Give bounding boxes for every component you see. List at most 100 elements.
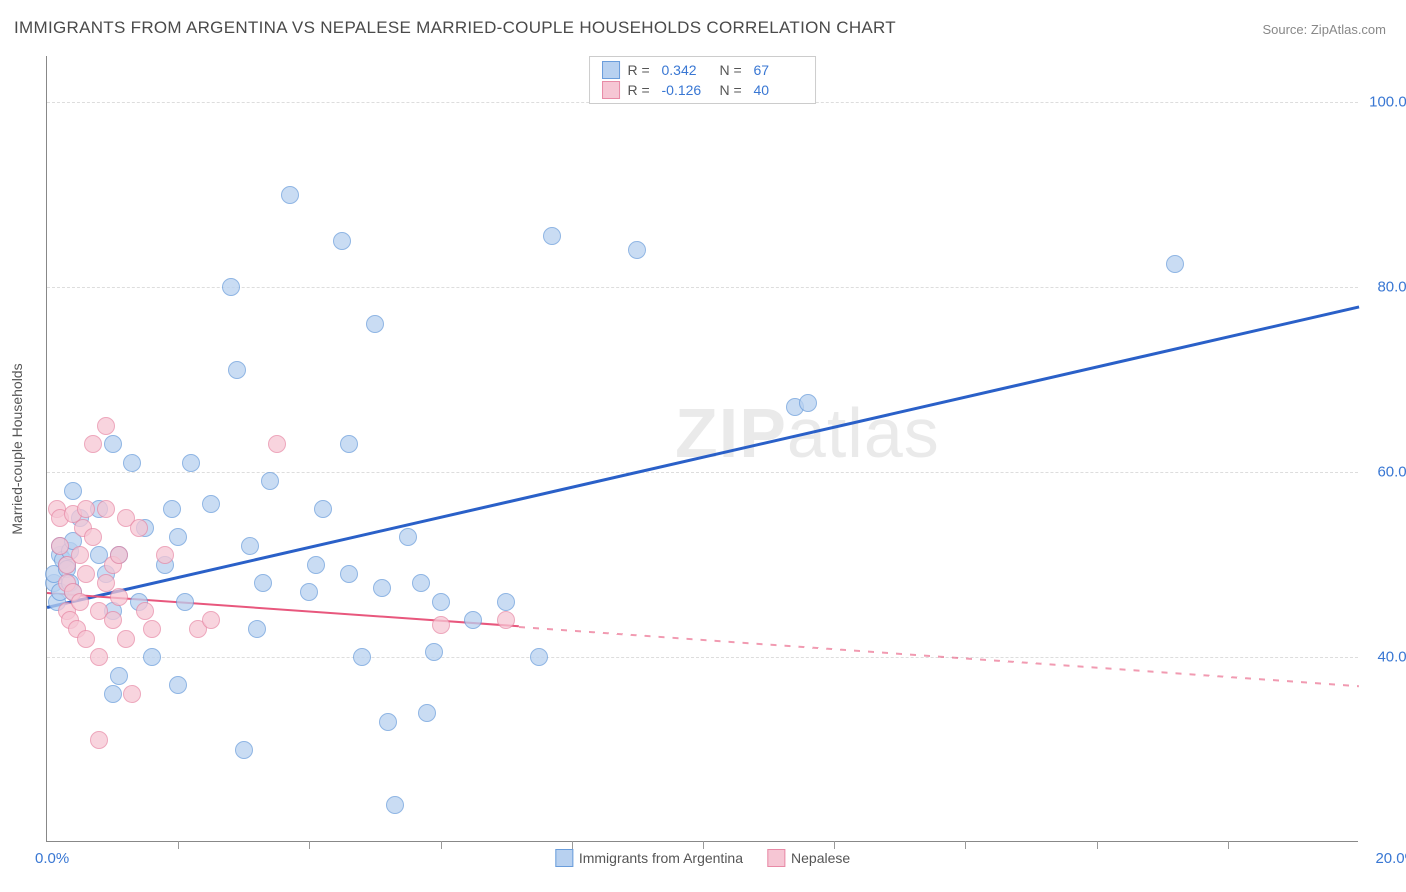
- y-tick-label: 60.0%: [1377, 464, 1406, 481]
- plot-area: ZIPatlas Married-couple Households R = 0…: [46, 56, 1358, 842]
- scatter-point: [143, 620, 161, 638]
- x-tick: [834, 841, 835, 849]
- legend-series-label-1: Nepalese: [791, 850, 850, 866]
- gridline-h: [47, 472, 1358, 473]
- legend-series: Immigrants from Argentina Nepalese: [555, 849, 850, 867]
- scatter-point: [77, 630, 95, 648]
- scatter-point: [123, 685, 141, 703]
- scatter-point: [64, 482, 82, 500]
- scatter-point: [353, 648, 371, 666]
- x-tick: [572, 841, 573, 849]
- legend-swatch-1: [602, 81, 620, 99]
- scatter-point: [90, 731, 108, 749]
- scatter-point: [130, 519, 148, 537]
- scatter-point: [71, 546, 89, 564]
- scatter-point: [104, 435, 122, 453]
- scatter-point: [235, 741, 253, 759]
- scatter-point: [543, 227, 561, 245]
- scatter-point: [117, 630, 135, 648]
- scatter-point: [77, 565, 95, 583]
- scatter-point: [71, 593, 89, 611]
- scatter-point: [110, 588, 128, 606]
- x-tick: [309, 841, 310, 849]
- y-tick-label: 40.0%: [1377, 649, 1406, 666]
- y-tick-label: 80.0%: [1377, 279, 1406, 296]
- scatter-point: [497, 593, 515, 611]
- scatter-point: [97, 417, 115, 435]
- scatter-point: [307, 556, 325, 574]
- scatter-point: [182, 454, 200, 472]
- legend-r-0: R = 0.342: [628, 62, 712, 78]
- scatter-point: [143, 648, 161, 666]
- scatter-point: [254, 574, 272, 592]
- legend-series-item-0: Immigrants from Argentina: [555, 849, 743, 867]
- scatter-point: [432, 616, 450, 634]
- scatter-point: [84, 528, 102, 546]
- scatter-point: [314, 500, 332, 518]
- scatter-point: [379, 713, 397, 731]
- scatter-point: [418, 704, 436, 722]
- scatter-point: [176, 593, 194, 611]
- scatter-point: [110, 667, 128, 685]
- scatter-point: [386, 796, 404, 814]
- scatter-point: [432, 593, 450, 611]
- gridline-h: [47, 657, 1358, 658]
- source-label: Source:: [1262, 22, 1310, 37]
- scatter-point: [248, 620, 266, 638]
- scatter-point: [412, 574, 430, 592]
- chart-container: IMMIGRANTS FROM ARGENTINA VS NEPALESE MA…: [0, 0, 1406, 892]
- scatter-point: [399, 528, 417, 546]
- y-tick-label: 100.0%: [1369, 94, 1406, 111]
- scatter-point: [90, 648, 108, 666]
- scatter-point: [628, 241, 646, 259]
- x-tick: [965, 841, 966, 849]
- scatter-point: [104, 611, 122, 629]
- legend-series-item-1: Nepalese: [767, 849, 850, 867]
- source-name: ZipAtlas.com: [1311, 22, 1386, 37]
- x-axis-min-label: 0.0%: [35, 850, 69, 867]
- legend-stats-row-0: R = 0.342 N = 67: [602, 60, 804, 80]
- legend-n-1: N = 40: [720, 82, 804, 98]
- legend-r-1: R = -0.126: [628, 82, 712, 98]
- scatter-point: [261, 472, 279, 490]
- scatter-point: [268, 435, 286, 453]
- chart-title: IMMIGRANTS FROM ARGENTINA VS NEPALESE MA…: [14, 18, 896, 38]
- scatter-point: [156, 546, 174, 564]
- scatter-point: [202, 611, 220, 629]
- scatter-point: [84, 435, 102, 453]
- legend-swatch-0: [602, 61, 620, 79]
- scatter-point: [222, 278, 240, 296]
- scatter-point: [300, 583, 318, 601]
- scatter-point: [77, 500, 95, 518]
- scatter-point: [169, 528, 187, 546]
- scatter-point: [281, 186, 299, 204]
- legend-stats: R = 0.342 N = 67 R = -0.126 N = 40: [589, 56, 817, 104]
- scatter-point: [333, 232, 351, 250]
- legend-series-label-0: Immigrants from Argentina: [579, 850, 743, 866]
- x-tick: [1097, 841, 1098, 849]
- x-tick: [178, 841, 179, 849]
- scatter-point: [202, 495, 220, 513]
- scatter-point: [1166, 255, 1184, 273]
- scatter-point: [169, 676, 187, 694]
- scatter-point: [228, 361, 246, 379]
- scatter-point: [241, 537, 259, 555]
- legend-series-swatch-0: [555, 849, 573, 867]
- scatter-point: [425, 643, 443, 661]
- x-axis-max-label: 20.0%: [1375, 850, 1406, 867]
- scatter-point: [497, 611, 515, 629]
- scatter-point: [123, 454, 141, 472]
- x-tick: [703, 841, 704, 849]
- x-tick: [441, 841, 442, 849]
- y-axis-title: Married-couple Households: [9, 363, 25, 534]
- scatter-point: [110, 546, 128, 564]
- scatter-point: [373, 579, 391, 597]
- scatter-point: [97, 500, 115, 518]
- legend-n-0: N = 67: [720, 62, 804, 78]
- scatter-point: [340, 435, 358, 453]
- regression-line: [47, 306, 1360, 609]
- legend-series-swatch-1: [767, 849, 785, 867]
- x-tick: [1228, 841, 1229, 849]
- scatter-point: [51, 537, 69, 555]
- gridline-h: [47, 287, 1358, 288]
